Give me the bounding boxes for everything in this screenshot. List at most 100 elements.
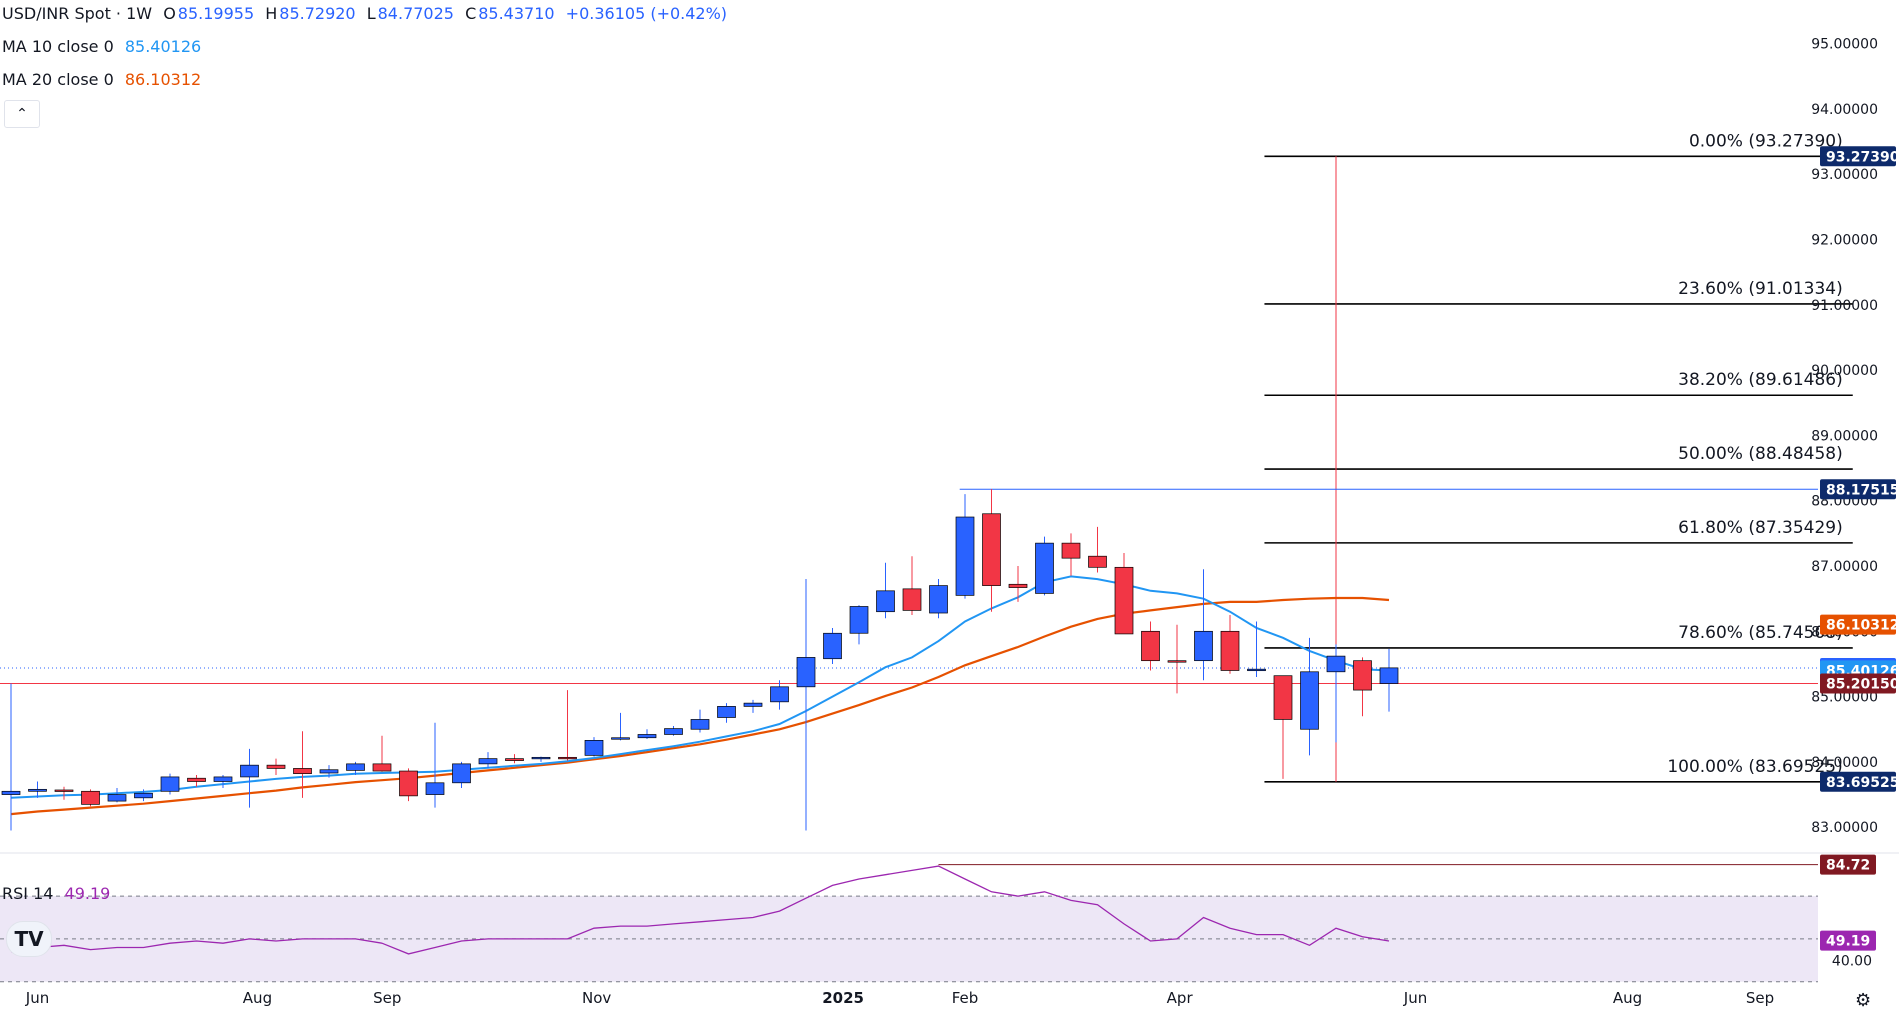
candle-body <box>929 585 948 614</box>
candle-body <box>796 657 816 688</box>
separator: · <box>110 4 127 23</box>
candle-body <box>240 764 259 778</box>
symbol-name[interactable]: USD/INR Spot <box>2 4 111 23</box>
candle-body <box>1008 583 1028 588</box>
candle-body <box>54 789 74 792</box>
price-tag-text: 88.17515 <box>1826 482 1899 498</box>
time-tick-label: Aug <box>243 989 272 1007</box>
price-tag-bg <box>1820 930 1876 951</box>
price-tag-text: 83.69525 <box>1826 775 1899 791</box>
collapse-legend-button[interactable]: ⌃ <box>4 100 40 128</box>
price-tag: 88.17515 <box>1820 479 1899 500</box>
settings-glyph: ⚙ <box>1855 990 1872 1011</box>
price-tag: 86.10312 <box>1820 614 1899 635</box>
candle <box>28 781 47 798</box>
candle-body <box>1247 668 1266 672</box>
open-label: O <box>163 4 176 23</box>
open-value: 85.19955 <box>177 4 255 23</box>
price-tag-text: 85.20150 <box>1826 676 1899 692</box>
price-tag-text: 86.10312 <box>1826 618 1899 634</box>
candle-body <box>134 792 153 799</box>
candle-body <box>876 590 895 613</box>
candle-body <box>1 790 21 795</box>
time-tick-label: Sep <box>1746 989 1774 1007</box>
fib-level-label: 0.00% (93.27390) <box>1689 131 1843 151</box>
candle <box>266 758 286 775</box>
price-tick-label: 92.00000 <box>1811 232 1878 248</box>
candle <box>240 748 259 808</box>
candle <box>1353 657 1372 717</box>
fib-level-label: 61.80% (87.35429) <box>1678 518 1843 538</box>
candle <box>1114 552 1134 635</box>
rsi-value: 49.19 <box>64 884 111 903</box>
candle <box>584 737 604 757</box>
ma20-value: 86.10312 <box>124 70 202 89</box>
candle <box>187 774 206 787</box>
price-tick-label: 87.00000 <box>1811 559 1878 575</box>
ma10-value: 85.40126 <box>124 37 202 56</box>
rsi-tick-label: 40.00 <box>1832 953 1872 969</box>
candle <box>346 761 365 775</box>
time-tick-label: Feb <box>952 989 979 1007</box>
tradingview-logo-icon[interactable]: TV <box>6 921 52 957</box>
time-tick-label: Sep <box>373 989 401 1007</box>
rsi-legend[interactable]: RSI 14 49.19 <box>2 884 110 903</box>
candle-body <box>982 513 1001 586</box>
candle-body <box>372 763 392 772</box>
candle <box>637 729 657 740</box>
candle <box>1247 621 1266 678</box>
price-tag-bg <box>1820 771 1896 792</box>
candle-body <box>1273 675 1293 720</box>
candle-body <box>558 756 577 760</box>
candle <box>134 789 153 802</box>
candle <box>717 703 736 723</box>
price-tags: 93.2739088.1751586.1031285.4371085.40126… <box>1820 146 1899 951</box>
candle-body <box>213 776 233 782</box>
candle-body <box>611 737 630 740</box>
candle <box>1008 566 1028 602</box>
candle-body <box>849 606 869 634</box>
price-tag-bg <box>1820 854 1876 875</box>
candle-body <box>955 516 975 596</box>
price-tag: 84.72 <box>1820 854 1876 875</box>
candle-body <box>717 706 736 718</box>
candle <box>796 579 816 831</box>
ma20-legend[interactable]: MA 20 close 0 86.10312 <box>2 70 201 89</box>
candle <box>452 761 471 789</box>
low-label: L <box>366 4 376 23</box>
candle-body <box>1353 660 1372 691</box>
price-tag-bg <box>1820 146 1896 167</box>
candle <box>213 774 233 789</box>
candle <box>849 605 869 645</box>
candle <box>902 556 922 615</box>
gear-icon[interactable]: ⚙ <box>1855 990 1871 1011</box>
price-tag-bg <box>1820 479 1896 500</box>
ma10-legend[interactable]: MA 10 close 0 85.40126 <box>2 37 201 56</box>
logo-text: TV <box>14 927 44 951</box>
candle-body <box>319 769 339 774</box>
price-tag: 85.20150 <box>1820 673 1899 694</box>
candle <box>1273 675 1293 779</box>
candle <box>1035 536 1054 596</box>
time-tick-label: Apr <box>1167 989 1194 1007</box>
price-tick-label: 94.00000 <box>1811 102 1878 118</box>
candle <box>770 680 789 710</box>
candle-body <box>823 632 842 660</box>
price-tag-text: 49.19 <box>1826 934 1870 950</box>
candle-body <box>1220 630 1240 671</box>
candle-body <box>1326 655 1346 673</box>
price-tick-label: 90.00000 <box>1811 363 1878 379</box>
candle <box>1194 569 1213 681</box>
candle-body <box>81 790 100 805</box>
time-tick-label: 2025 <box>822 989 864 1007</box>
interval[interactable]: 1W <box>126 4 153 23</box>
candle-body <box>425 782 445 795</box>
high-label: H <box>265 4 278 23</box>
chevron-up-icon: ⌃ <box>16 106 28 122</box>
candle <box>558 690 577 761</box>
price-tag-bg <box>1820 673 1896 694</box>
price-tick-label: 89.00000 <box>1811 428 1878 444</box>
price-tag: 49.19 <box>1820 930 1876 951</box>
